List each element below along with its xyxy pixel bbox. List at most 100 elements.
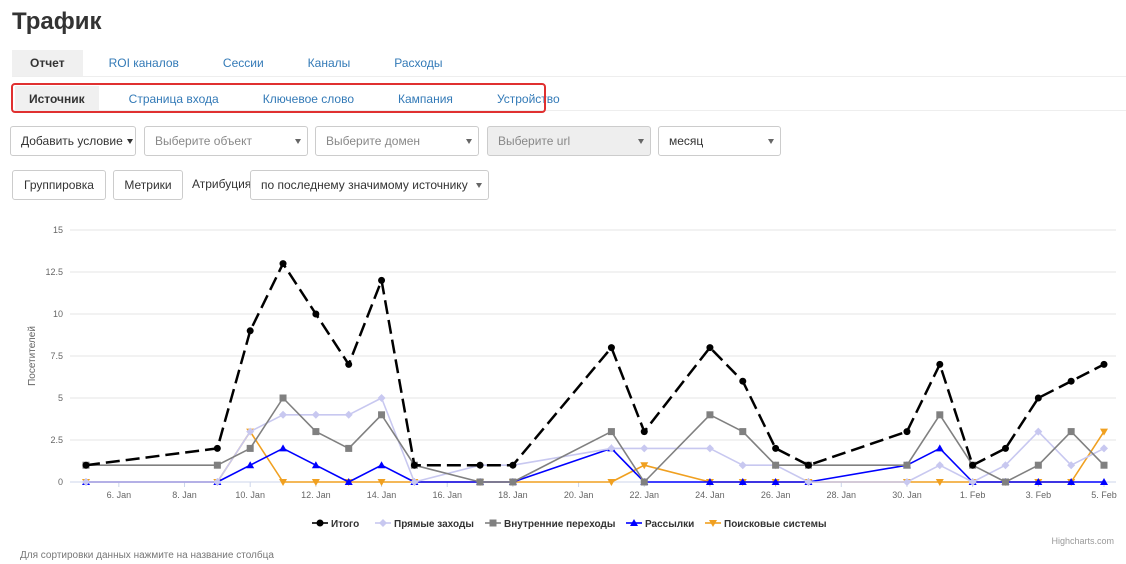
data-point-direct[interactable] — [82, 478, 90, 486]
data-point-total[interactable] — [969, 461, 977, 469]
add-condition-button[interactable]: Добавить условие — [10, 126, 136, 156]
tab-channels[interactable]: Каналы — [307, 56, 351, 70]
data-point-mailing[interactable] — [1034, 478, 1043, 485]
data-point-direct[interactable] — [804, 478, 813, 486]
data-point-total[interactable] — [279, 260, 287, 268]
data-point-mailing[interactable] — [1100, 478, 1108, 485]
data-point-direct[interactable] — [902, 478, 911, 486]
data-point-direct[interactable] — [640, 444, 649, 453]
data-point-total[interactable] — [213, 444, 221, 452]
data-point-internal[interactable] — [1067, 428, 1075, 436]
data-point-mailing[interactable] — [1067, 478, 1076, 485]
data-point-direct[interactable] — [968, 478, 977, 486]
data-point-direct[interactable] — [1100, 444, 1108, 453]
data-point-internal[interactable] — [772, 461, 780, 469]
data-point-mailing[interactable] — [344, 478, 353, 485]
data-point-internal[interactable] — [246, 444, 254, 452]
data-point-direct[interactable] — [607, 444, 616, 453]
data-point-direct[interactable] — [1067, 461, 1076, 470]
data-point-internal[interactable] — [476, 478, 484, 486]
data-point-total[interactable] — [739, 377, 747, 385]
data-point-search[interactable] — [377, 479, 386, 486]
legend-marker[interactable] — [709, 520, 717, 527]
data-point-direct[interactable] — [705, 444, 714, 453]
tab-landing-page[interactable]: Страница входа — [128, 92, 219, 106]
data-point-total[interactable] — [378, 276, 386, 284]
tab-keyword[interactable]: Ключевое слово — [262, 92, 355, 106]
data-point-search[interactable] — [279, 479, 288, 486]
data-point-mailing[interactable] — [246, 461, 255, 469]
data-point-internal[interactable] — [509, 478, 517, 486]
data-point-total[interactable] — [772, 444, 780, 452]
data-point-total[interactable] — [804, 461, 812, 469]
data-point-total[interactable] — [1067, 377, 1075, 385]
data-point-mailing[interactable] — [738, 478, 747, 485]
metrics-button[interactable]: Метрики — [113, 170, 183, 200]
data-point-direct[interactable] — [377, 394, 386, 402]
legend-marker[interactable] — [489, 519, 497, 527]
legend-item-direct[interactable]: Прямые заходы — [375, 519, 474, 530]
data-point-search[interactable] — [311, 479, 320, 486]
data-point-mailing[interactable] — [279, 444, 288, 452]
data-point-total[interactable] — [640, 428, 648, 436]
data-point-mailing[interactable] — [935, 444, 944, 452]
data-point-internal[interactable] — [1034, 461, 1042, 469]
legend-marker[interactable] — [316, 519, 324, 527]
data-point-search[interactable] — [1100, 428, 1108, 436]
data-point-internal[interactable] — [1001, 478, 1009, 486]
tab-sessions[interactable]: Сессии — [222, 56, 264, 70]
data-point-mailing[interactable] — [771, 478, 780, 485]
data-point-internal[interactable] — [936, 411, 944, 419]
tab-source[interactable]: Источник — [15, 86, 99, 112]
data-point-direct[interactable] — [311, 410, 320, 419]
data-point-mailing[interactable] — [377, 461, 386, 469]
data-point-search[interactable] — [607, 479, 616, 486]
period-select[interactable]: месяц — [658, 126, 781, 156]
data-point-search[interactable] — [640, 462, 649, 470]
data-point-internal[interactable] — [312, 428, 320, 436]
domain-select[interactable]: Выберите домен — [315, 126, 479, 156]
data-point-total[interactable] — [1034, 394, 1042, 402]
highcharts-credits[interactable]: Highcharts.com — [1051, 536, 1114, 546]
data-point-internal[interactable] — [640, 478, 648, 486]
data-point-total[interactable] — [706, 344, 714, 352]
data-point-search[interactable] — [935, 479, 944, 486]
legend-item-total[interactable]: Итого — [312, 519, 359, 530]
data-point-total[interactable] — [82, 461, 90, 469]
data-point-direct[interactable] — [935, 461, 944, 470]
object-select[interactable]: Выберите объект — [144, 126, 308, 156]
legend-item-mailing[interactable]: Рассылки — [626, 519, 694, 530]
legend-item-internal[interactable]: Внутренние переходы — [485, 519, 615, 530]
attribution-select[interactable]: по последнему значимому источнику — [250, 170, 489, 200]
data-point-internal[interactable] — [279, 394, 287, 402]
data-point-direct[interactable] — [1001, 461, 1010, 470]
data-point-total[interactable] — [345, 360, 353, 368]
data-point-internal[interactable] — [378, 411, 386, 419]
data-point-internal[interactable] — [903, 461, 911, 469]
data-point-internal[interactable] — [213, 461, 221, 469]
data-point-total[interactable] — [903, 428, 911, 436]
tab-report[interactable]: Отчет — [12, 50, 83, 76]
legend-item-search[interactable]: Поисковые системы — [705, 519, 827, 530]
data-point-internal[interactable] — [739, 428, 747, 436]
data-point-total[interactable] — [246, 327, 254, 335]
data-point-mailing[interactable] — [311, 461, 320, 469]
data-point-internal[interactable] — [706, 411, 714, 419]
data-point-direct[interactable] — [410, 478, 419, 486]
tab-campaign[interactable]: Кампания — [398, 92, 453, 106]
data-point-total[interactable] — [1001, 444, 1009, 452]
data-point-direct[interactable] — [213, 478, 222, 486]
data-point-direct[interactable] — [344, 410, 353, 419]
legend-marker[interactable] — [379, 519, 387, 527]
data-point-mailing[interactable] — [705, 478, 714, 485]
data-point-direct[interactable] — [246, 427, 255, 436]
data-point-total[interactable] — [410, 461, 418, 469]
data-point-total[interactable] — [476, 461, 484, 469]
data-point-total[interactable] — [1100, 360, 1108, 368]
grouping-button[interactable]: Группировка — [12, 170, 106, 200]
data-point-internal[interactable] — [345, 444, 353, 452]
legend-marker[interactable] — [630, 519, 638, 526]
tab-roi-channels[interactable]: ROI каналов — [108, 56, 179, 70]
data-point-direct[interactable] — [1034, 427, 1043, 436]
data-point-total[interactable] — [509, 461, 517, 469]
